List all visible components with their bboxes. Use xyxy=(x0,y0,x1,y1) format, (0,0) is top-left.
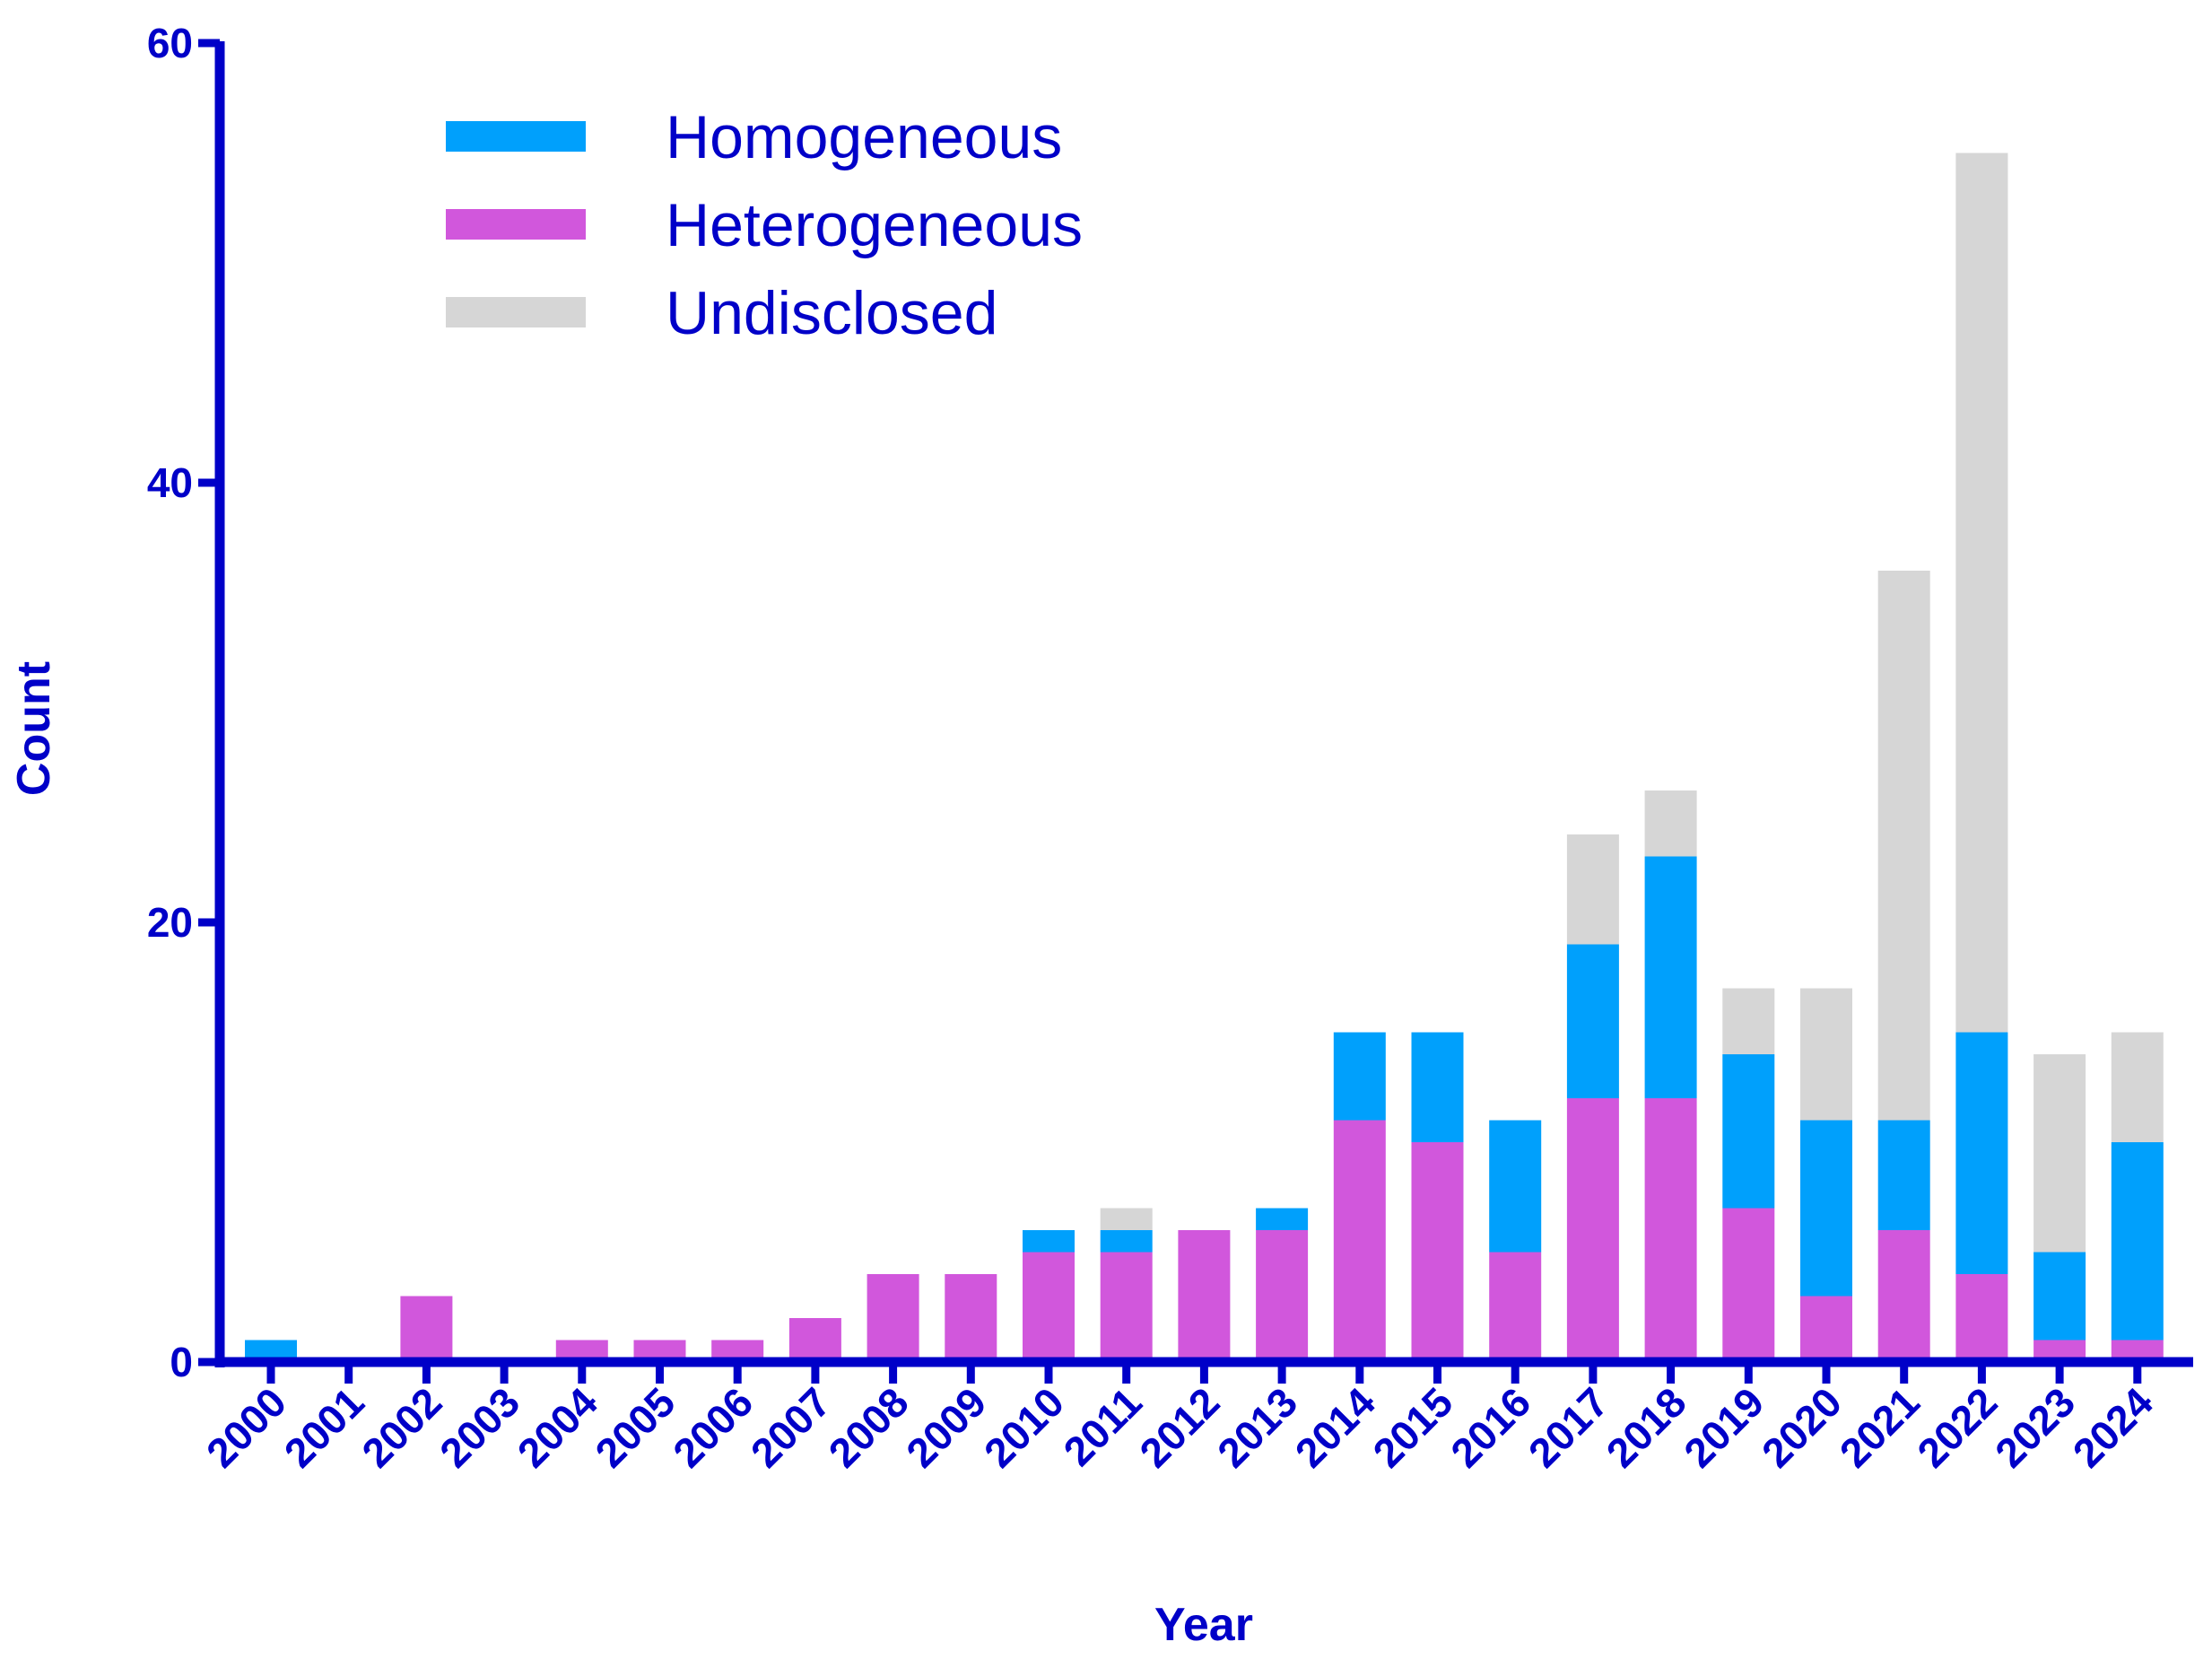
bar-heterogeneous-2014 xyxy=(1333,1120,1386,1362)
bar-homogeneous-2018 xyxy=(1644,856,1697,1098)
y-tick-label: 40 xyxy=(147,459,193,506)
bar-heterogeneous-2017 xyxy=(1566,1098,1619,1362)
x-tick-label-2004: 2004 xyxy=(509,1378,606,1476)
x-tick-label-2018: 2018 xyxy=(1598,1378,1695,1476)
x-tick-label-2006: 2006 xyxy=(664,1378,762,1476)
bar-homogeneous-2011 xyxy=(1100,1230,1153,1253)
bar-homogeneous-2023 xyxy=(2033,1252,2086,1341)
bar-undisclosed-2018 xyxy=(1644,790,1697,857)
x-tick-label-2022: 2022 xyxy=(1908,1378,2006,1476)
bar-heterogeneous-2016 xyxy=(1489,1252,1542,1362)
bar-heterogeneous-2015 xyxy=(1411,1142,1464,1362)
x-axis-title: Year xyxy=(1154,1599,1253,1651)
bar-homogeneous-2020 xyxy=(1800,1120,1852,1297)
bar-heterogeneous-2022 xyxy=(1955,1274,2008,1362)
bar-heterogeneous-2007 xyxy=(788,1318,841,1362)
bar-homogeneous-2014 xyxy=(1333,1032,1386,1121)
x-tick-label-2003: 2003 xyxy=(431,1378,528,1476)
bar-heterogeneous-2013 xyxy=(1256,1230,1309,1362)
x-tick-label-2017: 2017 xyxy=(1520,1378,1617,1476)
bar-undisclosed-2020 xyxy=(1800,988,1852,1121)
x-tick-label-2002: 2002 xyxy=(353,1378,450,1476)
x-tick-label-2005: 2005 xyxy=(586,1378,684,1476)
legend-swatch-homogeneous xyxy=(446,121,586,152)
x-tick-label-2016: 2016 xyxy=(1441,1378,1539,1476)
legend-label-heterogeneous: Heterogeneous xyxy=(666,191,1083,259)
y-ticks-group: 0 20 40 60 xyxy=(147,20,220,1385)
bar-heterogeneous-2019 xyxy=(1722,1208,1775,1362)
y-axis-title: Count xyxy=(8,661,60,796)
bar-homogeneous-2017 xyxy=(1566,944,1619,1098)
bar-heterogeneous-2008 xyxy=(867,1274,919,1362)
bars-group xyxy=(245,153,2164,1362)
bar-homogeneous-2019 xyxy=(1722,1054,1775,1209)
bar-heterogeneous-2002 xyxy=(400,1296,453,1362)
legend-swatch-undisclosed xyxy=(446,297,586,327)
x-tick-label-2019: 2019 xyxy=(1675,1378,1772,1476)
x-tick-label-2010: 2010 xyxy=(975,1378,1073,1476)
x-tick-label-2020: 2020 xyxy=(1753,1378,1851,1476)
bar-undisclosed-2022 xyxy=(1955,153,2008,1033)
bar-homogeneous-2022 xyxy=(1955,1032,2008,1274)
x-tick-label-2012: 2012 xyxy=(1130,1378,1228,1476)
x-tick-label-2024: 2024 xyxy=(2064,1378,2162,1476)
x-ticks-group: 2000200120022003200420052006200720082009… xyxy=(197,1362,2162,1476)
legend-label-homogeneous: Homogeneous xyxy=(666,103,1062,171)
y-tick-label: 20 xyxy=(147,899,193,946)
x-tick-label-2015: 2015 xyxy=(1363,1378,1461,1476)
y-tick-label: 0 xyxy=(170,1339,193,1385)
x-tick-label-2007: 2007 xyxy=(742,1378,840,1476)
bar-undisclosed-2021 xyxy=(1877,571,1930,1121)
bar-homogeneous-2010 xyxy=(1023,1230,1075,1253)
legend-swatch-heterogeneous xyxy=(446,209,586,240)
x-tick-label-2023: 2023 xyxy=(1986,1378,2084,1476)
bar-undisclosed-2011 xyxy=(1100,1208,1153,1230)
bar-homogeneous-2015 xyxy=(1411,1032,1464,1142)
x-tick-label-2011: 2011 xyxy=(1054,1378,1150,1474)
x-tick-label-2001: 2001 xyxy=(275,1378,373,1476)
bar-heterogeneous-2009 xyxy=(945,1274,997,1362)
y-tick-label: 60 xyxy=(147,20,193,66)
bar-homogeneous-2016 xyxy=(1489,1120,1542,1253)
bar-homogeneous-2021 xyxy=(1877,1120,1930,1230)
bar-heterogeneous-2020 xyxy=(1800,1296,1852,1362)
x-tick-label-2000: 2000 xyxy=(197,1378,295,1476)
x-tick-label-2008: 2008 xyxy=(820,1378,918,1476)
bar-heterogeneous-2012 xyxy=(1178,1230,1231,1362)
bar-undisclosed-2017 xyxy=(1566,834,1619,945)
x-tick-label-2014: 2014 xyxy=(1286,1378,1384,1476)
bar-heterogeneous-2010 xyxy=(1023,1252,1075,1362)
x-tick-label-2013: 2013 xyxy=(1208,1378,1306,1476)
bar-undisclosed-2024 xyxy=(2111,1032,2164,1142)
legend-label-undisclosed: Undisclosed xyxy=(666,279,997,347)
x-tick-label-2009: 2009 xyxy=(897,1378,995,1476)
bar-homogeneous-2013 xyxy=(1256,1208,1309,1230)
legend: Homogeneous Heterogeneous Undisclosed xyxy=(446,103,1083,347)
bar-undisclosed-2023 xyxy=(2033,1054,2086,1253)
bar-heterogeneous-2018 xyxy=(1644,1098,1697,1362)
bar-undisclosed-2019 xyxy=(1722,988,1775,1054)
x-tick-label-2021: 2021 xyxy=(1831,1378,1929,1476)
bar-heterogeneous-2011 xyxy=(1100,1252,1153,1362)
bar-homogeneous-2024 xyxy=(2111,1142,2164,1341)
bar-heterogeneous-2021 xyxy=(1877,1230,1930,1362)
